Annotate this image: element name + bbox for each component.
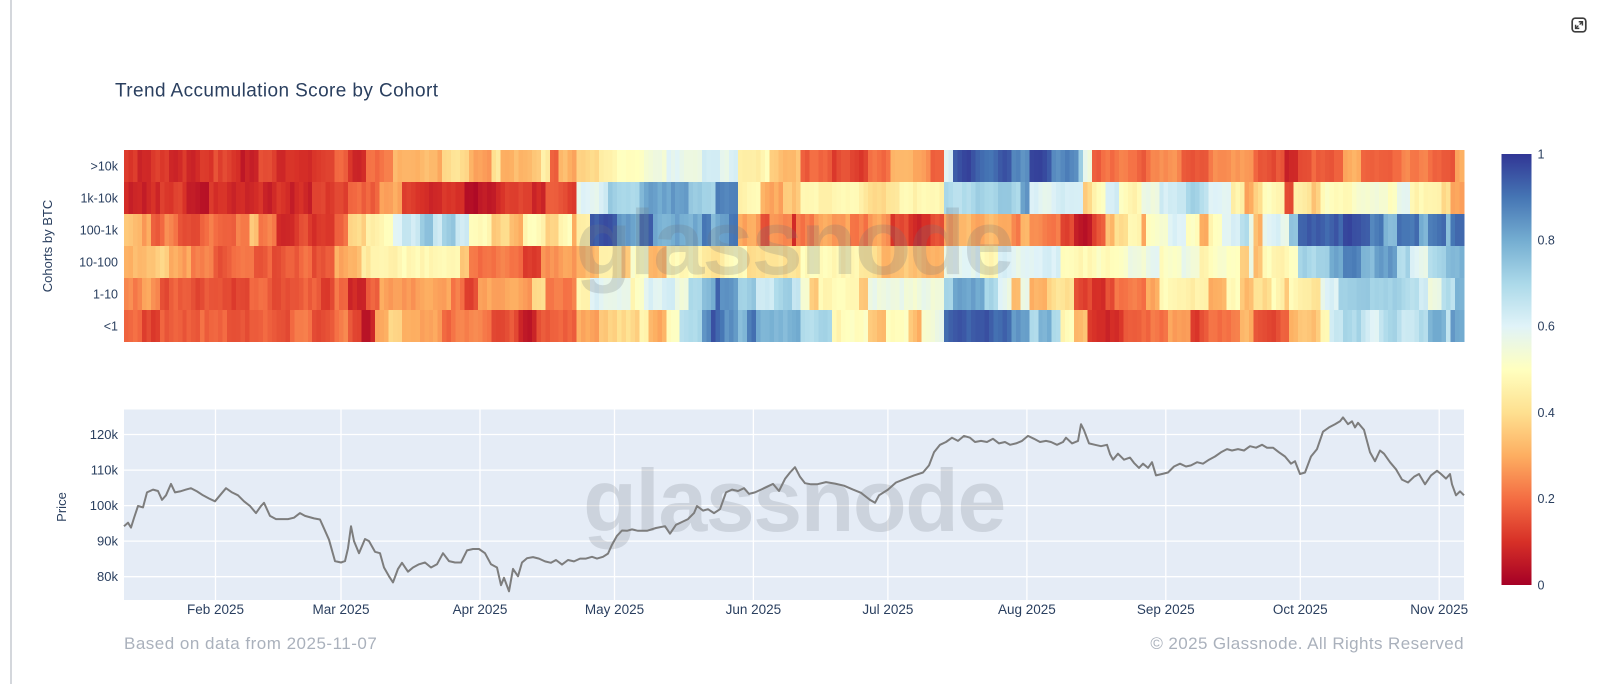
svg-text:100-1k: 100-1k [80,223,119,237]
svg-text:Jun 2025: Jun 2025 [726,602,782,617]
svg-text:Aug 2025: Aug 2025 [998,602,1056,617]
svg-text:0.8: 0.8 [1538,234,1555,248]
svg-text:glassnode: glassnode [583,451,1005,550]
svg-text:1k-10k: 1k-10k [80,191,118,205]
svg-text:Oct 2025: Oct 2025 [1273,602,1328,617]
svg-text:120k: 120k [90,427,119,442]
svg-text:0: 0 [1538,578,1545,592]
svg-text:Trend Accumulation Score by Co: Trend Accumulation Score by Cohort [115,81,439,102]
svg-text:Sep 2025: Sep 2025 [1137,602,1195,617]
svg-text:>10k: >10k [91,159,119,173]
svg-text:glassnode: glassnode [575,192,1012,294]
svg-text:Feb 2025: Feb 2025 [187,602,244,617]
svg-text:110k: 110k [91,463,119,478]
svg-text:100k: 100k [90,498,119,513]
svg-text:0.6: 0.6 [1538,320,1555,334]
svg-text:Jul 2025: Jul 2025 [862,602,913,617]
svg-text:Mar 2025: Mar 2025 [312,602,369,617]
svg-text:80k: 80k [97,569,118,584]
svg-text:1-10: 1-10 [93,287,118,301]
svg-text:0.4: 0.4 [1538,406,1555,420]
svg-text:1: 1 [1538,147,1545,161]
svg-text:10-100: 10-100 [79,255,118,269]
svg-text:Price: Price [54,492,69,522]
svg-text:Cohorts by BTC: Cohorts by BTC [40,200,55,292]
svg-text:<1: <1 [104,319,118,333]
svg-text:May 2025: May 2025 [585,602,644,617]
svg-text:© 2025 Glassnode. All Rights R: © 2025 Glassnode. All Rights Reserved [1150,634,1464,653]
svg-text:0.2: 0.2 [1538,492,1555,506]
svg-text:Based on data from 2025-11-07: Based on data from 2025-11-07 [124,634,377,653]
svg-text:Nov 2025: Nov 2025 [1410,602,1468,617]
svg-text:90k: 90k [97,534,118,549]
svg-text:Apr 2025: Apr 2025 [453,602,508,617]
